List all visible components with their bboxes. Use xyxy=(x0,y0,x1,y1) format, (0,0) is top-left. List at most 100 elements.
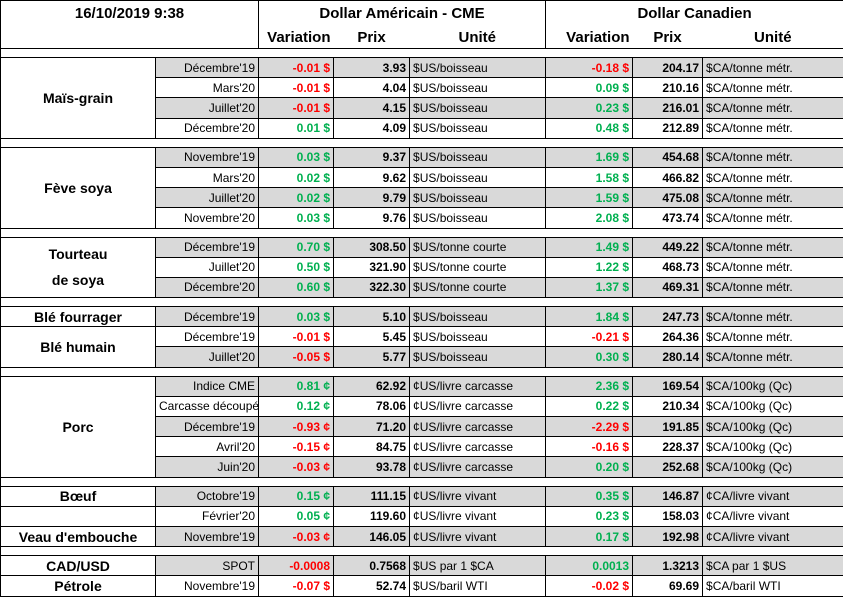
cad-price: 228.37 xyxy=(632,436,704,458)
usd-variation: 0.81 ¢ xyxy=(258,375,335,397)
commodity-label: Bœuf xyxy=(0,485,156,507)
expiry-cell: Décembre'19 xyxy=(154,236,260,258)
expiry-cell: Décembre'19 xyxy=(154,306,260,328)
cad-variation: 0.35 $ xyxy=(545,485,634,507)
cad-variation: 0.0013 xyxy=(545,555,634,577)
cad-price: 466.82 xyxy=(632,166,704,189)
commodity-label-line: Tourteau xyxy=(48,246,108,263)
cad-price: 454.68 xyxy=(632,146,704,168)
group-separator xyxy=(0,48,843,58)
expiry-cell: Carcasse découpée xyxy=(154,395,260,418)
cad-unit: $CA par 1 $US xyxy=(702,555,843,577)
usd-price: 5.10 xyxy=(333,306,411,328)
usd-price: 9.76 xyxy=(333,207,411,229)
commodity-label: Blé fourrager xyxy=(0,306,156,328)
cad-price: 264.36 xyxy=(632,326,704,348)
usd-unit: $US/boisseau xyxy=(409,306,547,328)
usd-variation: 0.60 $ xyxy=(258,276,335,299)
expiry-cell: Novembre'19 xyxy=(154,146,260,168)
usd-unit: $US/boisseau xyxy=(409,117,547,139)
cad-unit: $CA/100kg (Qc) xyxy=(702,456,843,478)
table-row: Décembre'20 0.60 $322.30 $US/tonne courte 1… xyxy=(1,276,843,299)
separator-cell xyxy=(0,48,843,58)
usd-price: 0.7568 xyxy=(333,555,411,577)
group-separator xyxy=(0,137,843,148)
commodity-label: Tourteau de soya xyxy=(0,236,156,299)
separator-cell xyxy=(0,546,843,557)
cad-variation: 1.37 $ xyxy=(545,276,634,299)
usd-variation: -0.93 ¢ xyxy=(258,415,335,438)
usd-unit: ¢US/livre vivant xyxy=(409,505,547,527)
commodity-label: CAD/USD xyxy=(0,555,156,577)
usd-price: 9.79 xyxy=(333,187,411,209)
usd-price: 5.45 xyxy=(333,326,411,348)
cad-variation: 1.84 $ xyxy=(545,306,634,328)
cad-unit: $CA/tonne métr. xyxy=(702,306,843,328)
cad-variation: -2.29 $ xyxy=(545,415,634,438)
usd-col-unite: Unité xyxy=(409,26,547,49)
usd-unit: ¢US/livre carcasse xyxy=(409,415,547,438)
usd-unit: $US/baril WTI xyxy=(409,575,547,597)
usd-variation: -0.07 $ xyxy=(258,575,335,597)
expiry-cell: Indice CME xyxy=(154,375,260,397)
expiry-cell: Novembre'19 xyxy=(154,525,260,548)
usd-unit: $US/boisseau xyxy=(409,77,547,99)
usd-variation: -0.01 $ xyxy=(258,77,335,99)
usd-price: 84.75 xyxy=(333,436,411,458)
table-row: Juillet'20 0.02 $9.79 $US/boisseau 1.59 $47… xyxy=(1,187,843,209)
group-separator xyxy=(0,227,843,238)
cad-variation: 2.08 $ xyxy=(545,207,634,229)
usd-variation: 0.15 ¢ xyxy=(258,485,335,507)
usd-price: 4.04 xyxy=(333,77,411,99)
cad-variation: 1.22 $ xyxy=(545,256,634,278)
expiry-cell: Juillet'20 xyxy=(154,256,260,278)
usd-variation: -0.03 ¢ xyxy=(258,456,335,478)
group-separator xyxy=(0,366,843,377)
usd-price: 3.93 xyxy=(333,56,411,79)
expiry-cell: Décembre'20 xyxy=(154,276,260,299)
cad-unit: ¢CA/livre vivant xyxy=(702,485,843,507)
usd-price: 4.15 xyxy=(333,97,411,119)
cad-unit: $CA/tonne métr. xyxy=(702,326,843,348)
cad-unit: $CA/tonne métr. xyxy=(702,56,843,79)
usd-col-prix: Prix xyxy=(333,26,410,49)
usd-variation: -0.03 ¢ xyxy=(258,525,335,548)
table-row: Veau d'embouche Novembre'19 -0.03 ¢ 146.05 ¢… xyxy=(0,525,843,548)
usd-unit: $US/boisseau xyxy=(409,187,547,209)
usd-variation: -0.15 ¢ xyxy=(258,436,335,458)
usd-unit: $US/boisseau xyxy=(409,56,547,79)
expiry-cell: Mars'20 xyxy=(154,77,260,99)
expiry-cell: Décembre'19 xyxy=(154,56,260,79)
group-separator xyxy=(0,546,843,557)
cad-price: 468.73 xyxy=(632,256,704,278)
cad-unit: $CA/tonne métr. xyxy=(702,346,843,368)
usd-variation: -0.05 $ xyxy=(258,346,335,368)
usd-variation: 0.03 $ xyxy=(258,146,335,168)
cad-price: 449.22 xyxy=(632,236,704,258)
commodity-label: Veau d'embouche xyxy=(0,525,156,548)
table-row: Bœuf Octobre'19 0.15 ¢ 111.15 ¢US/livre viva… xyxy=(0,485,843,507)
usd-variation: 0.05 ¢ xyxy=(258,505,335,527)
expiry-cell: Décembre'19 xyxy=(154,326,260,348)
cad-variation: -0.02 $ xyxy=(545,575,634,597)
usd-price: 146.05 xyxy=(333,525,411,548)
expiry-cell: Décembre'20 xyxy=(154,117,260,139)
usd-price: 308.50 xyxy=(333,236,411,258)
usd-unit: ¢US/livre carcasse xyxy=(409,395,547,418)
cad-variation: 1.58 $ xyxy=(545,166,634,189)
table-row: Juillet'20 -0.01 $4.15 $US/boisseau 0.23 $2… xyxy=(1,97,843,119)
usd-unit: ¢US/livre vivant xyxy=(409,485,547,507)
table-row: CAD/USD SPOT -0.0008 0.7568 $US par 1 $CA 0.0… xyxy=(0,555,843,577)
usd-variation: 0.03 $ xyxy=(258,207,335,229)
cad-unit: $CA/tonne métr. xyxy=(702,146,843,168)
usd-unit: ¢US/livre vivant xyxy=(409,525,547,548)
usd-variation: 0.02 $ xyxy=(258,187,335,209)
expiry-cell: Juillet'20 xyxy=(154,346,260,368)
cad-price: 210.16 xyxy=(632,77,704,99)
usd-unit: $US/tonne courte xyxy=(409,236,547,258)
usd-variation: -0.01 $ xyxy=(258,97,335,119)
table-row: Carcasse découpée 0.12 ¢ 78.06 ¢US/livre ca… xyxy=(1,395,843,418)
commodity-label: Fève soya xyxy=(0,146,156,229)
cad-price: 280.14 xyxy=(632,346,704,368)
